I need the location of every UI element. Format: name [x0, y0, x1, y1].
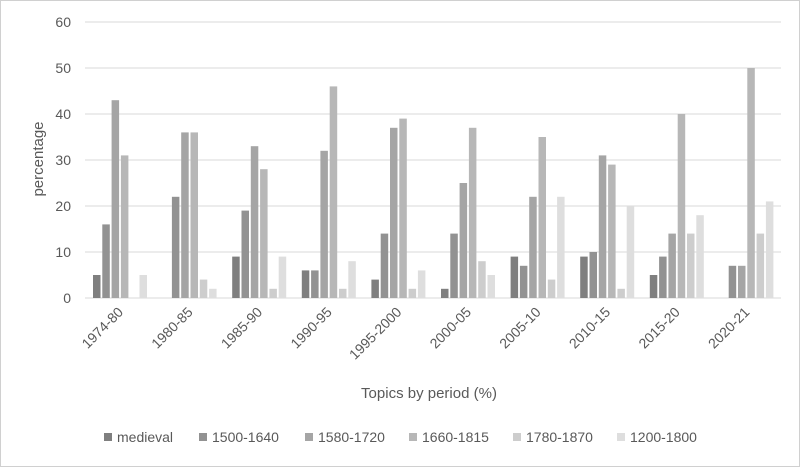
legend-label: medieval — [117, 429, 173, 445]
x-tick-label: 1974-80 — [78, 304, 126, 352]
bar-1660-1815-1995-2000 — [399, 118, 407, 298]
bar-1500-1640-1995-2000 — [380, 233, 389, 298]
bar-1200-1800-1990-95 — [348, 261, 356, 298]
bar-1780-1870-2000-05 — [478, 261, 486, 298]
legend-swatch — [199, 433, 207, 441]
bar-medieval-1985-90 — [232, 256, 240, 298]
legend-swatch — [104, 433, 112, 441]
bar-medieval-1990-95 — [301, 270, 310, 298]
bar-1780-1870-2015-20 — [687, 233, 695, 298]
legend-swatch — [513, 433, 521, 441]
bar-1580-1720-2010-15 — [598, 155, 607, 298]
bar-1780-1870-1985-90 — [269, 288, 277, 298]
y-tick-label: 50 — [55, 60, 71, 76]
bar-1780-1870-1990-95 — [339, 288, 347, 298]
legend-label: 1200-1800 — [630, 429, 697, 445]
bar-1500-1640-1985-90 — [241, 210, 249, 298]
bar-1200-1800-2005-10 — [557, 196, 565, 298]
grid-lines — [85, 21, 781, 299]
bar-1780-1870-2010-15 — [617, 288, 625, 298]
x-tick-label: 2020-21 — [705, 304, 753, 352]
bar-medieval-2010-15 — [580, 256, 588, 298]
bar-1500-1640-2010-15 — [589, 252, 597, 298]
bar-1500-1640-1980-85 — [171, 196, 180, 298]
bar-medieval-2015-20 — [649, 275, 658, 298]
bar-1500-1640-2020-21 — [728, 265, 737, 298]
bar-1580-1720-1974-80 — [111, 100, 120, 298]
bar-1500-1640-2000-05 — [450, 233, 458, 298]
y-tick-label: 20 — [55, 198, 71, 214]
bar-1660-1815-1985-90 — [260, 169, 268, 298]
y-tick-label: 40 — [55, 106, 71, 122]
bar-1660-1815-2010-15 — [608, 164, 616, 298]
bar-1660-1815-1990-95 — [329, 86, 338, 299]
bar-1580-1720-1980-85 — [181, 132, 189, 298]
x-tick-label: 2000-05 — [426, 304, 474, 352]
bar-1500-1640-2015-20 — [659, 256, 667, 298]
y-tick-label: 10 — [55, 244, 71, 260]
bar-1660-1815-1980-85 — [190, 132, 198, 298]
bar-1580-1720-2000-05 — [459, 183, 468, 298]
bar-1200-1800-2000-05 — [487, 275, 495, 298]
legend-label: 1780-1870 — [526, 429, 593, 445]
bar-medieval-1995-2000 — [371, 279, 379, 298]
bar-1660-1815-2015-20 — [677, 114, 686, 298]
bar-1780-1870-1980-85 — [199, 279, 208, 298]
x-axis-label: Topics by period (%) — [361, 385, 497, 402]
bar-1200-1800-2020-21 — [765, 201, 774, 298]
y-tick-label: 60 — [55, 14, 71, 30]
bar-1580-1720-2015-20 — [668, 233, 676, 298]
y-tick-label: 0 — [63, 290, 71, 306]
legend-swatch — [409, 433, 417, 441]
bar-1780-1870-2005-10 — [547, 279, 556, 298]
bar-medieval-1974-80 — [93, 275, 101, 298]
bar-1200-1800-1995-2000 — [417, 270, 426, 298]
x-tick-label: 2005-10 — [496, 304, 544, 352]
bar-1780-1870-1995-2000 — [408, 288, 417, 298]
legend-swatch — [617, 433, 625, 441]
y-tick-label: 30 — [55, 152, 71, 168]
bar-1660-1815-1974-80 — [120, 155, 129, 298]
bar-1200-1800-1985-90 — [278, 256, 287, 298]
bar-1660-1815-2020-21 — [747, 68, 755, 298]
bar-1500-1640-2005-10 — [519, 265, 528, 298]
legend: medieval 1500-1640 1580-1720 1660-1815 1780-… — [104, 429, 697, 445]
x-tick-label: 2010-15 — [566, 304, 614, 352]
bar-1200-1800-1980-85 — [209, 288, 217, 298]
y-axis-label: percentage — [30, 121, 47, 196]
y-axis-ticks: 0 10 20 30 40 50 60 — [55, 14, 71, 306]
bar-1660-1815-2005-10 — [538, 137, 546, 298]
bar-1200-1800-2015-20 — [696, 215, 704, 298]
bar-1580-1720-1990-95 — [320, 150, 328, 298]
x-tick-label: 1985-90 — [218, 304, 266, 352]
bar-1200-1800-2010-15 — [626, 206, 635, 298]
x-axis-ticks: 1974-80 1980-85 1985-90 1990-95 1995-2000 200… — [78, 304, 752, 363]
x-tick-label: 1995-2000 — [346, 304, 405, 363]
x-tick-label: 2015-20 — [635, 304, 683, 352]
legend-label: 1580-1720 — [318, 429, 385, 445]
bar-1200-1800-1974-80 — [139, 275, 147, 298]
bar-1580-1720-1995-2000 — [390, 127, 398, 298]
bar-1500-1640-1974-80 — [102, 224, 110, 298]
bar-medieval-2005-10 — [510, 256, 519, 298]
bar-1500-1640-1990-95 — [311, 270, 319, 298]
bar-1780-1870-2020-21 — [756, 233, 765, 298]
bar-1580-1720-1985-90 — [250, 146, 259, 298]
x-tick-label: 1990-95 — [287, 304, 335, 352]
bar-1580-1720-2020-21 — [738, 265, 746, 298]
bars — [93, 68, 774, 299]
bar-1580-1720-2005-10 — [529, 196, 537, 298]
bar-medieval-2000-05 — [441, 288, 449, 298]
bar-1660-1815-2000-05 — [468, 127, 477, 298]
legend-swatch — [305, 433, 313, 441]
legend-label: 1500-1640 — [212, 429, 279, 445]
x-tick-label: 1980-85 — [148, 304, 196, 352]
legend-label: 1660-1815 — [422, 429, 489, 445]
